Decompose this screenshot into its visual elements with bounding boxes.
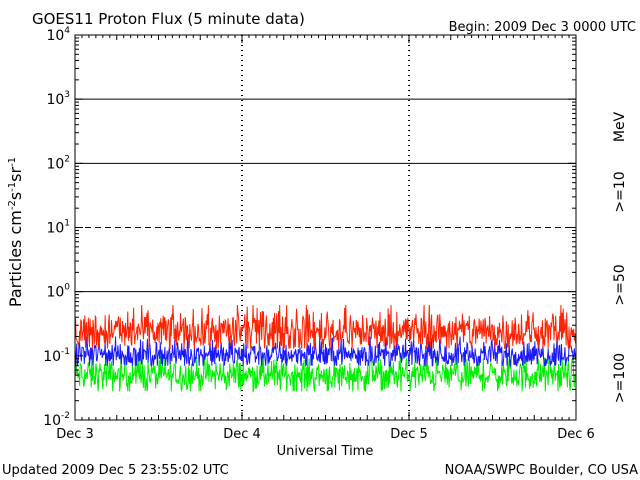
legend-ge10: >=10 [612, 171, 628, 212]
updated-time: Updated 2009 Dec 5 23:55:02 UTC [2, 463, 229, 478]
plot-frame [74, 34, 577, 421]
legend-ge100: >=100 [612, 353, 628, 403]
series-line [74, 355, 577, 393]
y-tick-label: 102 [46, 154, 70, 172]
x-tick-label: Dec 4 [223, 427, 261, 442]
x-axis-title: Universal Time [277, 444, 374, 459]
series-line [74, 336, 577, 368]
grid-lines [75, 35, 576, 420]
x-tick-label: Dec 5 [390, 427, 428, 442]
y-tick-label: 101 [46, 219, 70, 237]
y-tick-label: 10-2 [43, 411, 70, 429]
series-lines [74, 304, 577, 393]
series-line [74, 304, 577, 350]
x-tick-label: Dec 6 [557, 427, 595, 442]
chart-title: GOES11 Proton Flux (5 minute data) [32, 10, 305, 28]
x-tick-label: Dec 3 [56, 427, 94, 442]
y-tick-label: 104 [46, 26, 70, 44]
y-tick-label: 100 [46, 283, 70, 301]
y-tick-labels: 104 103 102 101 100 10-1 10-2 [43, 26, 70, 429]
units-label: MeV [612, 111, 628, 142]
begin-time: Begin: 2009 Dec 3 0000 UTC [449, 20, 636, 35]
y-tick-label: 10-1 [43, 347, 70, 365]
legend-ge50: >=50 [612, 264, 628, 305]
x-tick-labels: Dec 3 Dec 4 Dec 5 Dec 6 [56, 427, 595, 442]
y-tick-label: 103 [46, 90, 70, 108]
source-credit: NOAA/SWPC Boulder, CO USA [445, 463, 638, 478]
y-axis-title: Particles cm-2s-1sr-1 [6, 157, 25, 307]
